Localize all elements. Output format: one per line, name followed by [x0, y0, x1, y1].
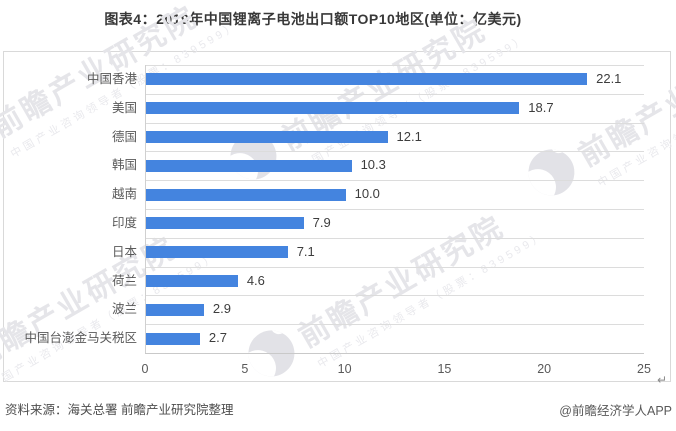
value-label: 7.9: [312, 214, 331, 230]
category-label: 德国: [111, 129, 137, 144]
category-label: 荷兰: [111, 273, 137, 288]
value-label: 18.7: [528, 99, 554, 115]
gridline: [145, 209, 644, 210]
bar: [146, 188, 346, 201]
gridline: [145, 65, 644, 66]
bar: [146, 275, 238, 287]
value-label: 10.0: [354, 186, 380, 202]
value-label: 2.7: [208, 330, 227, 346]
x-tick-label: 15: [437, 362, 452, 376]
category-label: 印度: [111, 216, 137, 230]
category-label: 越南: [111, 187, 137, 202]
gridline: [145, 353, 644, 354]
bar: [146, 246, 288, 259]
x-tick-label: 5: [241, 362, 249, 376]
y-axis-line: [145, 65, 146, 353]
x-tick-label: 0: [141, 362, 149, 376]
gridline: [145, 180, 644, 182]
gridline: [145, 151, 644, 153]
value-label: 7.1: [296, 243, 315, 259]
x-tick-label: 20: [537, 362, 552, 376]
x-tick-label: 10: [337, 362, 352, 376]
gridline: [145, 324, 644, 326]
credit-text: @前瞻经济学人APP: [559, 404, 672, 418]
value-label: 2.9: [212, 301, 231, 317]
category-label: 中国香港: [86, 72, 137, 86]
category-label: 日本: [111, 244, 137, 259]
category-label: 波兰: [111, 302, 137, 317]
bar: [146, 332, 200, 345]
category-label: 中国台澎金马关税区: [24, 331, 137, 346]
bar: [146, 159, 352, 172]
value-label: 12.1: [396, 128, 422, 144]
data-source-text: 资料来源：海关总署 前瞻产业研究院整理: [5, 403, 234, 417]
category-label: 美国: [111, 100, 137, 115]
bar: [146, 73, 588, 86]
gridline: [145, 295, 644, 297]
x-tick-label: 25: [637, 362, 651, 376]
value-label: 4.6: [246, 272, 265, 288]
value-label: 10.3: [360, 157, 386, 173]
gridline: [145, 266, 644, 268]
paragraph-return-mark: ↵: [657, 373, 668, 387]
category-label: 韩国: [111, 158, 137, 173]
value-label: 22.1: [596, 70, 622, 86]
bar: [146, 303, 204, 316]
bar: [146, 131, 388, 143]
gridline: [145, 93, 644, 95]
bar: [146, 217, 304, 230]
chart-title: 图表4：2019年中国锂离子电池出口额TOP10地区(单位：亿美元): [104, 11, 522, 27]
bar: [146, 102, 520, 115]
gridline: [145, 122, 644, 124]
gridline: [145, 237, 644, 239]
